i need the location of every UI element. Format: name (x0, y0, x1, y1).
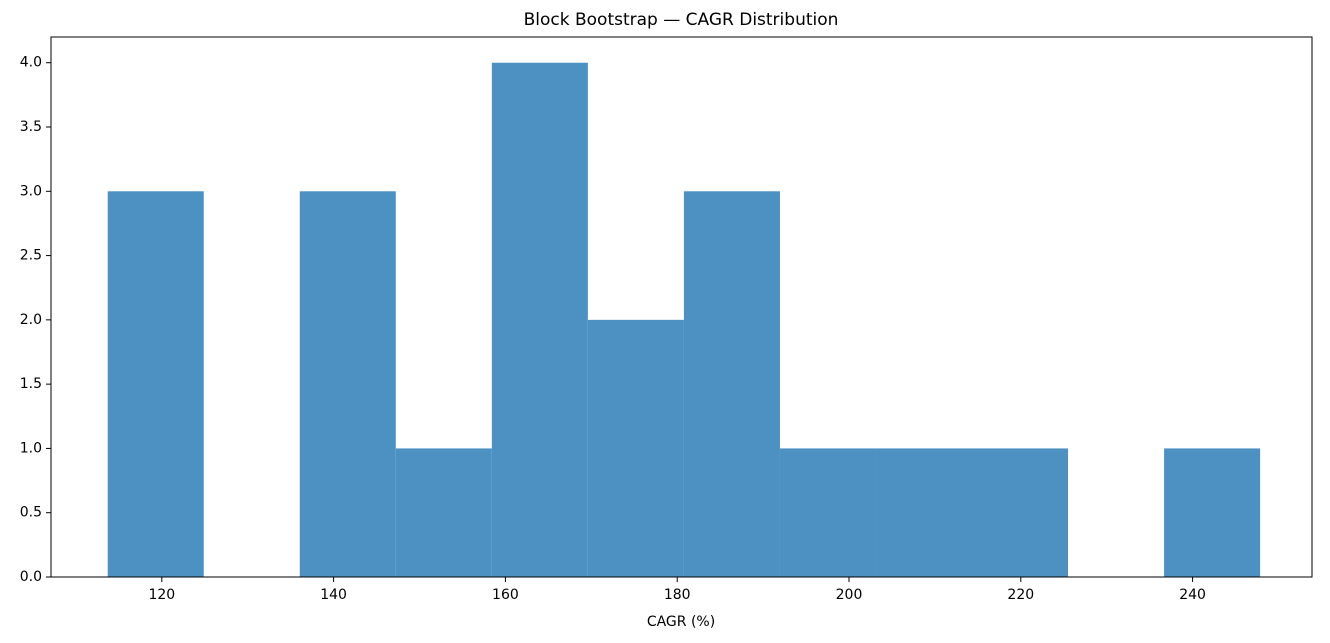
y-tick-label: 4.0 (20, 55, 42, 71)
y-tick-label: 1.5 (20, 376, 42, 392)
x-tick-label: 200 (836, 587, 863, 603)
bar (299, 191, 396, 578)
bar (972, 448, 1069, 577)
bar (1164, 448, 1261, 577)
x-axis-label: CAGR (%) (647, 614, 715, 630)
bar (395, 448, 492, 577)
x-tick-label: 160 (492, 587, 519, 603)
bar (587, 319, 684, 577)
y-tick-label: 0.5 (20, 505, 42, 521)
plot-frame (50, 36, 1313, 578)
y-tick-label: 2.5 (20, 248, 42, 264)
x-tick-label: 140 (320, 587, 347, 603)
bar (683, 191, 780, 578)
x-tick-label: 240 (1179, 587, 1206, 603)
chart-title: Block Bootstrap — CAGR Distribution (524, 10, 839, 30)
y-tick-label: 3.5 (20, 119, 42, 135)
x-tick-label: 180 (664, 587, 691, 603)
y-tick-label: 0.0 (20, 569, 42, 585)
x-tick-label: 120 (148, 587, 175, 603)
y-tick-label: 1.0 (20, 440, 42, 456)
bar (875, 448, 973, 577)
y-tick-label: 2.0 (20, 312, 42, 328)
bar (491, 62, 588, 577)
bar (107, 191, 204, 578)
bar (779, 448, 876, 577)
y-tick-label: 3.0 (20, 183, 42, 199)
x-tick-label: 220 (1007, 587, 1034, 603)
